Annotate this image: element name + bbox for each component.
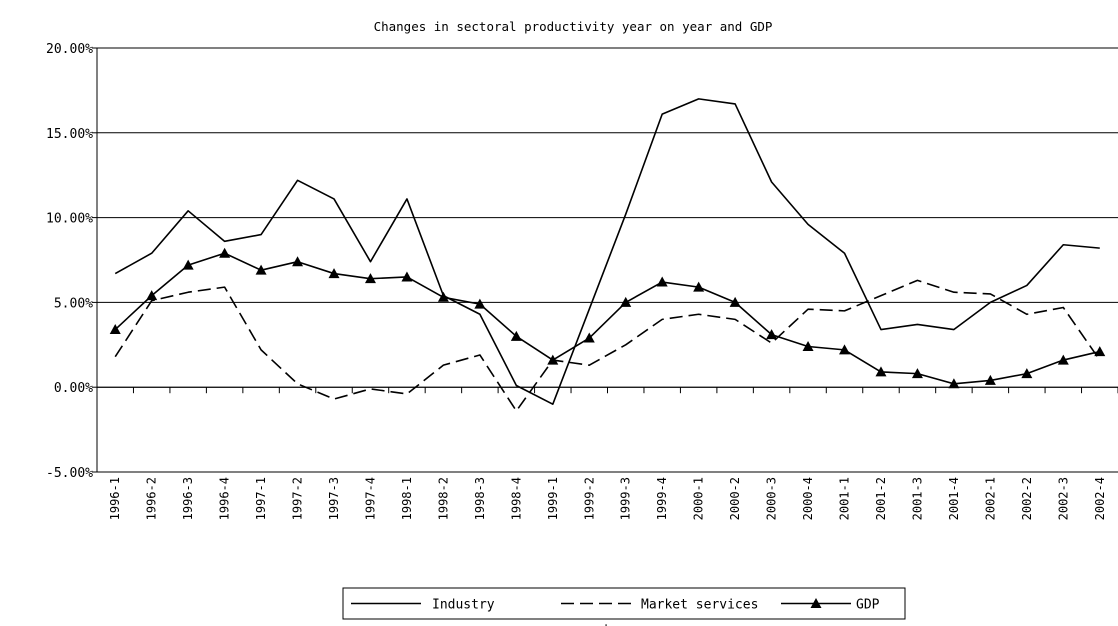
- x-tick-label: 1996-4: [218, 477, 232, 520]
- x-tick-label: 2002-2: [1020, 477, 1034, 520]
- data-point-marker: [911, 368, 923, 379]
- x-tick-label: 1999-4: [655, 477, 669, 520]
- legend-label: Industry: [432, 598, 495, 613]
- axes: [92, 47, 1118, 473]
- series-line-market-services: [114, 279, 1101, 412]
- x-tick-label: 1999-3: [619, 477, 633, 520]
- x-tick-label: 1998-3: [473, 477, 487, 520]
- data-point-marker: [437, 291, 449, 302]
- y-tick-label: 15.00%: [46, 127, 93, 142]
- x-axis-label: quarters: [574, 622, 632, 626]
- data-point-marker: [802, 340, 814, 351]
- series-line-industry: [114, 98, 1100, 405]
- data-point-marker: [948, 378, 960, 389]
- x-tick-label: 2002-3: [1056, 477, 1070, 520]
- x-tick-label: 1998-2: [436, 477, 450, 520]
- y-tick-label: 10.00%: [46, 212, 93, 227]
- data-point-marker: [583, 332, 595, 343]
- data-point-marker: [656, 276, 668, 287]
- x-tick-label: 2001-3: [910, 477, 924, 520]
- x-tick-label: 2000-3: [765, 477, 779, 520]
- x-tick-label: 1996-2: [145, 477, 159, 520]
- x-tick-label: 1998-4: [509, 477, 523, 520]
- data-point-marker: [839, 344, 851, 355]
- x-tick-label: 2001-4: [947, 477, 961, 520]
- data-point-marker: [1021, 368, 1033, 379]
- data-point-marker: [401, 271, 413, 282]
- series-layer: [109, 98, 1106, 412]
- x-tick-label: 1999-2: [582, 477, 596, 520]
- data-point-marker: [510, 330, 522, 341]
- data-point-marker: [693, 281, 705, 292]
- x-tick-label: 2000-4: [801, 477, 815, 520]
- x-tick-labels: 1996-1 1996-2 1996-3 1996-4 1997-1 1997-2 1997…: [108, 477, 1107, 520]
- x-tick-label: 1996-1: [108, 477, 122, 520]
- data-point-marker: [766, 329, 778, 340]
- data-point-marker: [255, 264, 267, 275]
- data-point-marker: [146, 290, 158, 301]
- legend-marker: [810, 598, 822, 608]
- x-tick-label: 1997-1: [254, 477, 268, 520]
- data-point-marker: [364, 273, 376, 284]
- data-point-marker: [729, 296, 741, 307]
- data-point-marker: [620, 296, 632, 307]
- y-tick-label: 20.00%: [46, 42, 93, 57]
- legend-label: Market services: [641, 598, 758, 613]
- data-point-marker: [292, 256, 304, 267]
- x-tick-label: 2002-1: [983, 477, 997, 520]
- x-tick-label: 2001-1: [838, 477, 852, 520]
- x-tick-label: 2002-4: [1093, 477, 1107, 520]
- y-tick-label: -5.00%: [46, 466, 93, 481]
- data-point-marker: [474, 298, 486, 309]
- data-point-marker: [984, 374, 996, 385]
- x-tick-label: 2000-2: [728, 477, 742, 520]
- x-tick-label: 1997-2: [291, 477, 305, 520]
- x-tick-label: 2000-1: [692, 477, 706, 520]
- data-point-marker: [1057, 354, 1069, 365]
- grid: [97, 47, 1118, 388]
- data-point-marker: [182, 259, 194, 270]
- data-point-marker: [328, 268, 340, 279]
- y-tick-label: 5.00%: [54, 296, 93, 311]
- x-tick-label: 1998-1: [400, 477, 414, 520]
- legend: Industry Market services GDP: [342, 587, 906, 620]
- data-point-marker: [547, 354, 559, 365]
- y-tick-label: 0.00%: [54, 381, 93, 396]
- x-tick-label: 2001-2: [874, 477, 888, 520]
- x-tick-label: 1997-4: [363, 477, 377, 520]
- x-tick-label: 1997-3: [327, 477, 341, 520]
- data-point-marker: [1094, 346, 1106, 357]
- legend-label: GDP: [856, 598, 880, 613]
- chart-title: Changes in sectoral productivity year on…: [374, 19, 773, 34]
- series-line-gdp: [114, 252, 1100, 385]
- y-tick-labels: -5.00% 0.00% 5.00% 10.00% 15.00% 20.00%: [46, 42, 93, 481]
- data-point-marker: [875, 366, 887, 377]
- data-point-marker: [219, 247, 231, 258]
- data-point-marker: [109, 324, 121, 335]
- x-tick-label: 1996-3: [181, 477, 195, 520]
- x-tick-label: 1999-1: [546, 477, 560, 520]
